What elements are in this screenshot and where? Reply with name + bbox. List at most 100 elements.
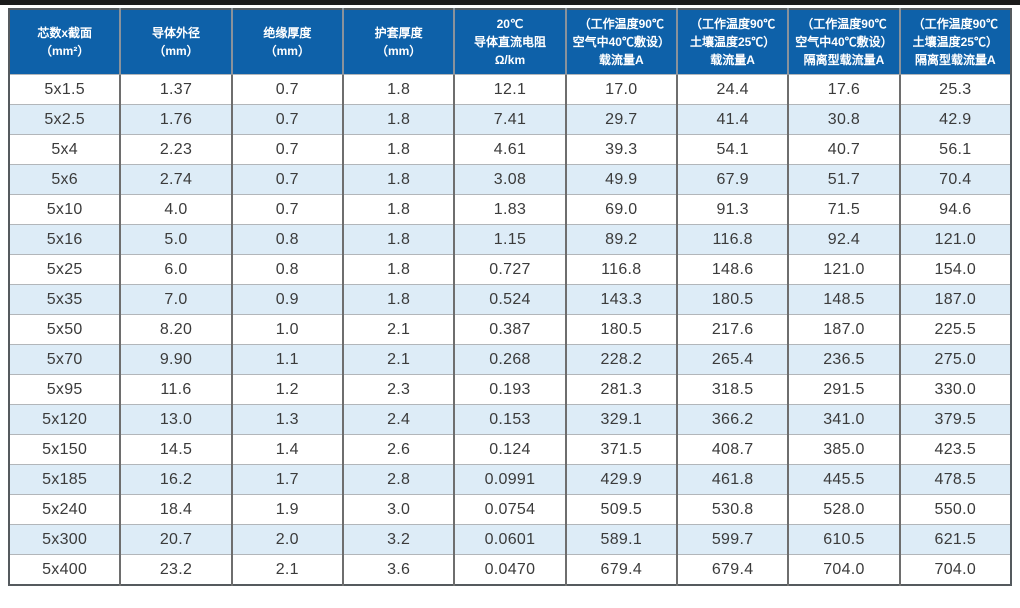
table-cell: 67.9 (675, 164, 789, 195)
table-cell: 318.5 (675, 374, 789, 405)
table-cell: 2.4 (341, 404, 455, 435)
table-cell: 5x185 (9, 464, 121, 495)
table-row: 5x150 14.5 1.4 2.6 0.124 371.5 408.7 385.0 423.5 (9, 434, 1011, 465)
table-cell: 23.2 (119, 554, 232, 585)
column-header-line: （工作温度90℃ (912, 17, 998, 31)
table-cell: 1.2 (230, 374, 343, 405)
table-cell: 1.8 (341, 74, 455, 105)
table-cell: 70.4 (898, 164, 1011, 195)
column-header-line: 隔离型载流量A (914, 53, 996, 67)
table-cell: 1.8 (341, 104, 455, 135)
table-cell: 236.5 (787, 344, 900, 375)
table-cell: 5x4 (9, 134, 121, 165)
table-cell: 679.4 (675, 554, 789, 585)
column-header-line: Ω/km (494, 53, 526, 67)
table-row: 5x4 2.23 0.7 1.8 4.61 39.3 54.1 40.7 56.1 (9, 134, 1011, 165)
table-cell: 1.8 (341, 254, 455, 285)
table-cell: 217.6 (675, 314, 789, 345)
table-row: 5x2.5 1.76 0.7 1.8 7.41 29.7 41.4 30.8 42.9 (9, 104, 1011, 135)
table-cell: 1.1 (230, 344, 343, 375)
table-cell: 49.9 (564, 164, 677, 195)
column-header-dc-resistance-20c: 20℃ 导体直流电阻 Ω/km (453, 9, 566, 75)
table-cell: 679.4 (564, 554, 677, 585)
column-header-ampacity-air: （工作温度90℃ 空气中40℃敷设） 载流量A (564, 9, 677, 75)
table-cell: 41.4 (675, 104, 789, 135)
table-cell: 291.5 (787, 374, 900, 405)
table-cell: 25.3 (898, 74, 1011, 105)
table-cell: 4.61 (453, 134, 566, 165)
column-header-line: 土壤温度25℃） (689, 35, 776, 49)
column-header-line: 绝缘厚度 (263, 26, 312, 40)
table-cell: 0.153 (453, 404, 566, 435)
column-header-line: 20℃ (496, 17, 524, 31)
table-cell: 379.5 (898, 404, 1011, 435)
table-cell: 2.1 (341, 344, 455, 375)
table-cell: 4.0 (119, 194, 232, 225)
column-header-line: 导体外径 (151, 26, 200, 40)
table-cell: 17.6 (787, 74, 900, 105)
table-row: 5x6 2.74 0.7 1.8 3.08 49.9 67.9 51.7 70.4 (9, 164, 1011, 195)
table-cell: 385.0 (787, 434, 900, 465)
table-cell: 0.7 (230, 74, 343, 105)
table-cell: 2.3 (341, 374, 455, 405)
table-row: 5x10 4.0 0.7 1.8 1.83 69.0 91.3 71.5 94.6 (9, 194, 1011, 225)
column-header-line: 空气中40℃敷设） (795, 35, 893, 49)
cable-spec-table-container: 芯数x截面 （mm²） 导体外径 （mm） 绝缘厚度 （mm） 护套厚度 （mm） 20℃ 导体直… (8, 8, 1012, 586)
column-header-insulation-thickness: 绝缘厚度 （mm） (230, 9, 343, 75)
table-row: 5x240 18.4 1.9 3.0 0.0754 509.5 530.8 528.0 550.… (9, 494, 1011, 525)
table-cell: 16.2 (119, 464, 232, 495)
table-cell: 621.5 (898, 524, 1011, 555)
table-cell: 0.0991 (453, 464, 566, 495)
table-row: 5x25 6.0 0.8 1.8 0.727 116.8 148.6 121.0 154.0 (9, 254, 1011, 285)
table-cell: 121.0 (898, 224, 1011, 255)
column-header-line: （工作温度90℃ (578, 17, 664, 31)
table-cell: 154.0 (898, 254, 1011, 285)
table-row: 5x120 13.0 1.3 2.4 0.153 329.1 366.2 341.0 379.5 (9, 404, 1011, 435)
table-cell: 0.524 (453, 284, 566, 315)
table-cell: 3.2 (341, 524, 455, 555)
table-cell: 0.7 (230, 134, 343, 165)
table-cell: 5x300 (9, 524, 121, 555)
column-header-line: （工作温度90℃ (689, 17, 776, 31)
table-row: 5x50 8.20 1.0 2.1 0.387 180.5 217.6 187.0 225.5 (9, 314, 1011, 345)
column-header-line: 土壤温度25℃） (912, 35, 998, 49)
table-cell: 40.7 (787, 134, 900, 165)
table-cell: 1.0 (230, 314, 343, 345)
table-cell: 148.5 (787, 284, 900, 315)
table-cell: 18.4 (119, 494, 232, 525)
table-cell: 5x70 (9, 344, 121, 375)
table-cell: 589.1 (564, 524, 677, 555)
column-header-line: （mm） (264, 44, 310, 58)
table-cell: 116.8 (564, 254, 677, 285)
table-cell: 39.3 (564, 134, 677, 165)
table-cell: 5x2.5 (9, 104, 121, 135)
table-cell: 7.41 (453, 104, 566, 135)
table-cell: 5x150 (9, 434, 121, 465)
table-cell: 8.20 (119, 314, 232, 345)
table-cell: 5x240 (9, 494, 121, 525)
table-row: 5x300 20.7 2.0 3.2 0.0601 589.1 599.7 610.5 621.… (9, 524, 1011, 555)
table-cell: 550.0 (898, 494, 1011, 525)
table-cell: 461.8 (675, 464, 789, 495)
table-cell: 528.0 (787, 494, 900, 525)
table-cell: 228.2 (564, 344, 677, 375)
table-cell: 610.5 (787, 524, 900, 555)
table-cell: 5x35 (9, 284, 121, 315)
table-cell: 143.3 (564, 284, 677, 315)
table-cell: 1.76 (119, 104, 232, 135)
table-cell: 265.4 (675, 344, 789, 375)
table-row: 5x16 5.0 0.8 1.8 1.15 89.2 116.8 92.4 121.0 (9, 224, 1011, 255)
table-cell: 187.0 (898, 284, 1011, 315)
table-cell: 341.0 (787, 404, 900, 435)
column-header-line: 载流量A (598, 53, 644, 67)
column-header-isolated-ampacity-air: （工作温度90℃ 空气中40℃敷设） 隔离型载流量A (787, 9, 900, 75)
table-row: 5x95 11.6 1.2 2.3 0.193 281.3 318.5 291.5 330.0 (9, 374, 1011, 405)
table-cell: 445.5 (787, 464, 900, 495)
table-cell: 0.124 (453, 434, 566, 465)
table-cell: 14.5 (119, 434, 232, 465)
table-cell: 0.387 (453, 314, 566, 345)
table-cell: 2.74 (119, 164, 232, 195)
table-cell: 2.8 (341, 464, 455, 495)
table-cell: 2.0 (230, 524, 343, 555)
table-cell: 42.9 (898, 104, 1011, 135)
